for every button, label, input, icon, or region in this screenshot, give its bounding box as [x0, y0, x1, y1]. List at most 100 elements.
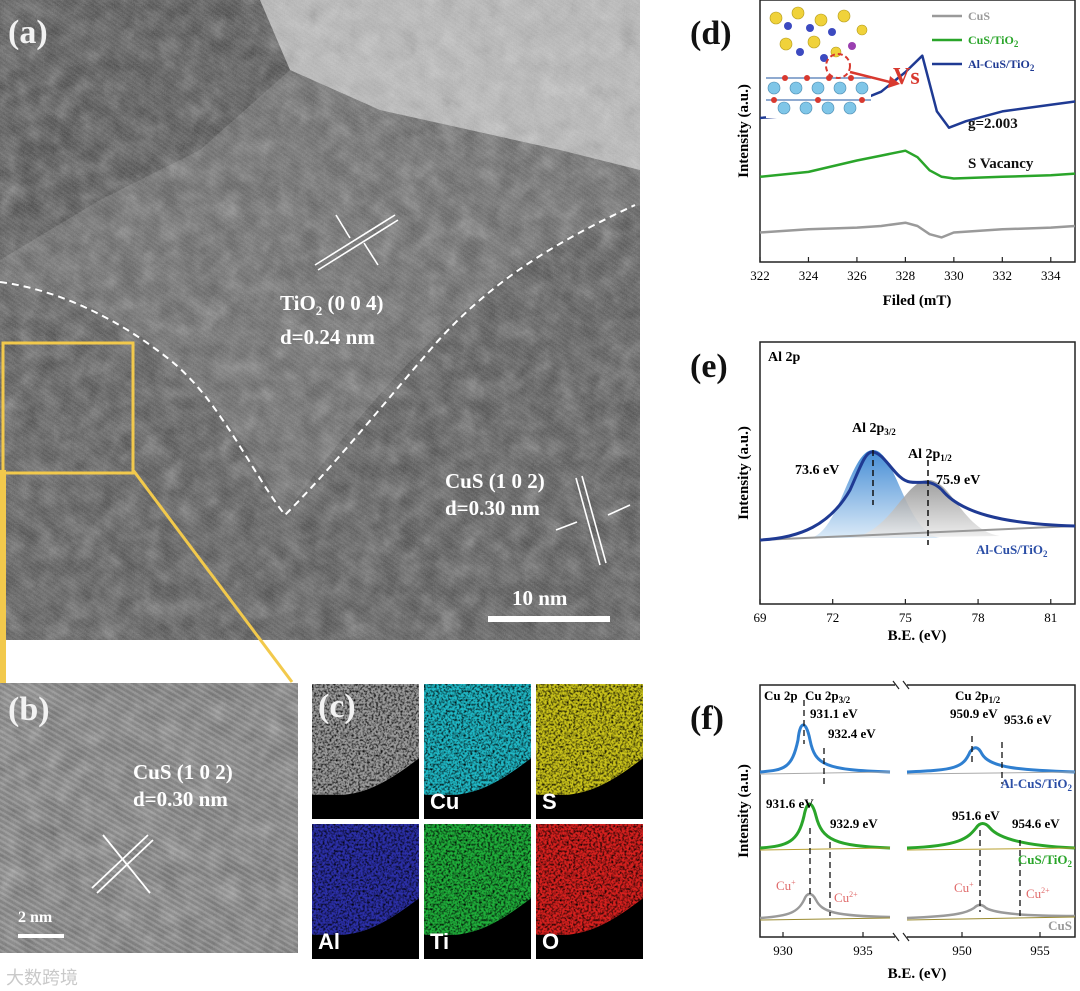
vacancy-circle	[825, 53, 851, 79]
cus-tio2-peak-2: 932.9 eV	[830, 816, 878, 831]
chart-f-xlabel: B.E. (eV)	[888, 966, 947, 982]
interface-dashed-line	[0, 204, 636, 517]
chart-f-tick-label: 935	[853, 943, 873, 958]
cu-plus-label-1: Cu+	[776, 878, 796, 893]
tio2-annotation: TiO2 (0 0 4) d=0.24 nm	[280, 291, 384, 350]
al-peak-3: 950.9 eV	[950, 706, 998, 721]
cus-tio2-peak-1: 931.6 eV	[766, 796, 814, 811]
cus-annotation-a: CuS (1 0 2) d=0.30 nm	[445, 469, 545, 520]
vs-label: Vs	[893, 64, 920, 90]
chart-e: Al 2p 69 72 75 78 81 B.E. (eV) Intensity (a.…	[736, 341, 1076, 644]
tem-a-texture	[0, 0, 640, 640]
chart-f-tick-label: 955	[1030, 943, 1050, 958]
panel-letter-d: (d)	[690, 15, 732, 52]
cus-fringe-marker	[555, 475, 631, 566]
watermark: 大数跨境	[6, 968, 78, 989]
chart-d-legend: CuS CuS/TiO2 Al-CuS/TiO2	[932, 9, 1035, 73]
eds-map-haadf	[312, 684, 419, 819]
al-envelope	[759, 450, 1076, 542]
chart-d-tick-label: 328	[896, 268, 916, 283]
eds-map-label: O	[542, 929, 560, 954]
chart-f-tick-label: 950	[952, 943, 972, 958]
chart-f-frame	[759, 684, 1076, 938]
chart-d-tick-label: 334	[1041, 268, 1061, 283]
chart-f-region-label: Cu 2p	[764, 688, 798, 703]
eds-map-s: S	[536, 684, 643, 819]
chart-d-legend-label: Al-CuS/TiO2	[968, 57, 1035, 73]
tem-b-texture	[0, 683, 298, 953]
eds-map-label: S	[542, 789, 557, 814]
chart-e-x-ticks: 69 72 75 78 81	[754, 599, 1057, 625]
panel-letter-c: (c)	[318, 688, 356, 725]
al-peak-4: 953.6 eV	[1004, 712, 1052, 727]
chart-e-ylabel: Intensity (a.u.)	[736, 426, 752, 520]
chart-f-sample-label: CuS	[1048, 918, 1072, 933]
chart-f-sample-label: Al-CuS/TiO2	[1001, 776, 1073, 793]
chart-d-ylabel: Intensity (a.u.)	[736, 84, 752, 178]
scale-label-b: 2 nm	[18, 909, 53, 926]
chart-e-tick-label: 69	[754, 610, 767, 625]
panel-letter-e: (e)	[690, 348, 728, 385]
chart-d-series-1	[759, 149, 1076, 180]
cus-tio2-peak-4: 954.6 eV	[1012, 816, 1060, 831]
chart-f: Cu 2p Cu 2p3/2 Cu 2p1/2 931.1 eV 932.4 e…	[736, 680, 1076, 982]
zoom-projection	[0, 470, 294, 685]
chart-d-tick-label: 330	[944, 268, 964, 283]
chart-e-tick-label: 81	[1044, 610, 1057, 625]
cu-2p32-label: Cu 2p3/2	[805, 688, 851, 705]
chart-d-tick-label: 332	[993, 268, 1013, 283]
chart-e-region-label: Al 2p	[768, 350, 801, 365]
al-peak-1: 931.1 eV	[810, 706, 858, 721]
cu-2plus-label-1: Cu2+	[834, 890, 858, 905]
cu-2p12-label: Cu 2p1/2	[955, 688, 1001, 705]
chart-f-sample-labels: Al-CuS/TiO2 CuS/TiO2 CuS	[1001, 776, 1073, 933]
cu-2plus-label-2: Cu2+	[1026, 886, 1050, 901]
panel-letter-f: (f)	[690, 700, 724, 737]
peak1-value: 73.6 eV	[795, 463, 839, 478]
panel-letter-a: (a)	[8, 14, 48, 51]
f-row-cus	[759, 892, 1076, 921]
al-background	[759, 525, 1076, 541]
peak2-value: 75.9 eV	[936, 473, 980, 488]
eds-map-o: O	[536, 824, 643, 959]
cus-annotation-b: CuS (1 0 2) d=0.30 nm	[133, 760, 233, 811]
cus-fringe-marker-b	[91, 834, 154, 894]
chart-e-tick-label: 75	[899, 610, 912, 625]
peak2-name: Al 2p1/2	[908, 447, 952, 463]
chart-d-series-0	[759, 221, 1076, 239]
chart-d-tick-label: 326	[847, 268, 867, 283]
tem-image-b: (b) CuS (1 0 2) d=0.30 nm 2 nm	[0, 683, 298, 953]
f-row-cus-tio2	[759, 802, 1076, 851]
eds-map-cu: Cu	[424, 684, 531, 819]
chart-e-tick-label: 72	[826, 610, 839, 625]
chart-e-tick-label: 78	[972, 610, 985, 625]
tem-image-a: (a) TiO2 (0 0 4) d=0.24 nm CuS (1 0 2) d=…	[0, 0, 640, 640]
s-vacancy-label: S Vacancy	[968, 156, 1034, 172]
g-value-label: g=2.003	[968, 116, 1018, 132]
panel-letter-b: (b)	[8, 691, 50, 728]
eds-map-label: Cu	[430, 789, 460, 814]
eds-map-al: Al	[312, 824, 419, 959]
al-2p12-fit	[850, 480, 1000, 538]
chart-d-xlabel: Filed (mT)	[883, 293, 952, 309]
chart-e-sample-label: Al-CuS/TiO2	[976, 542, 1048, 559]
peak1-name: Al 2p3/2	[852, 421, 896, 437]
chart-e-frame	[759, 341, 1076, 605]
chart-d-frame	[759, 0, 1076, 263]
scale-label-a: 10 nm	[512, 586, 568, 610]
al-peak-2: 932.4 eV	[828, 726, 876, 741]
f-row-al	[759, 723, 1076, 775]
cu-plus-label-2: Cu+	[954, 880, 974, 895]
chart-d-tick-label: 322	[750, 268, 770, 283]
eds-map-label: Al	[318, 929, 340, 954]
chart-f-x-ticks: 930 935 950 955	[773, 932, 1050, 958]
tem-a-overlays	[0, 204, 636, 622]
chart-d-legend-label: CuS	[968, 9, 990, 23]
chart-f-ylabel: Intensity (a.u.)	[736, 764, 752, 858]
chart-f-sample-label: CuS/TiO2	[1018, 852, 1073, 869]
chart-d-x-ticks: 322 324 326 328 330 332 334	[750, 257, 1061, 283]
chart-d: 322 324 326 328 330 332 334 Filed (mT) Intensi…	[736, 0, 1076, 309]
chart-d-legend-label: CuS/TiO2	[968, 33, 1019, 49]
cus-tio2-peak-3: 951.6 eV	[952, 808, 1000, 823]
chart-f-tick-label: 930	[773, 943, 793, 958]
